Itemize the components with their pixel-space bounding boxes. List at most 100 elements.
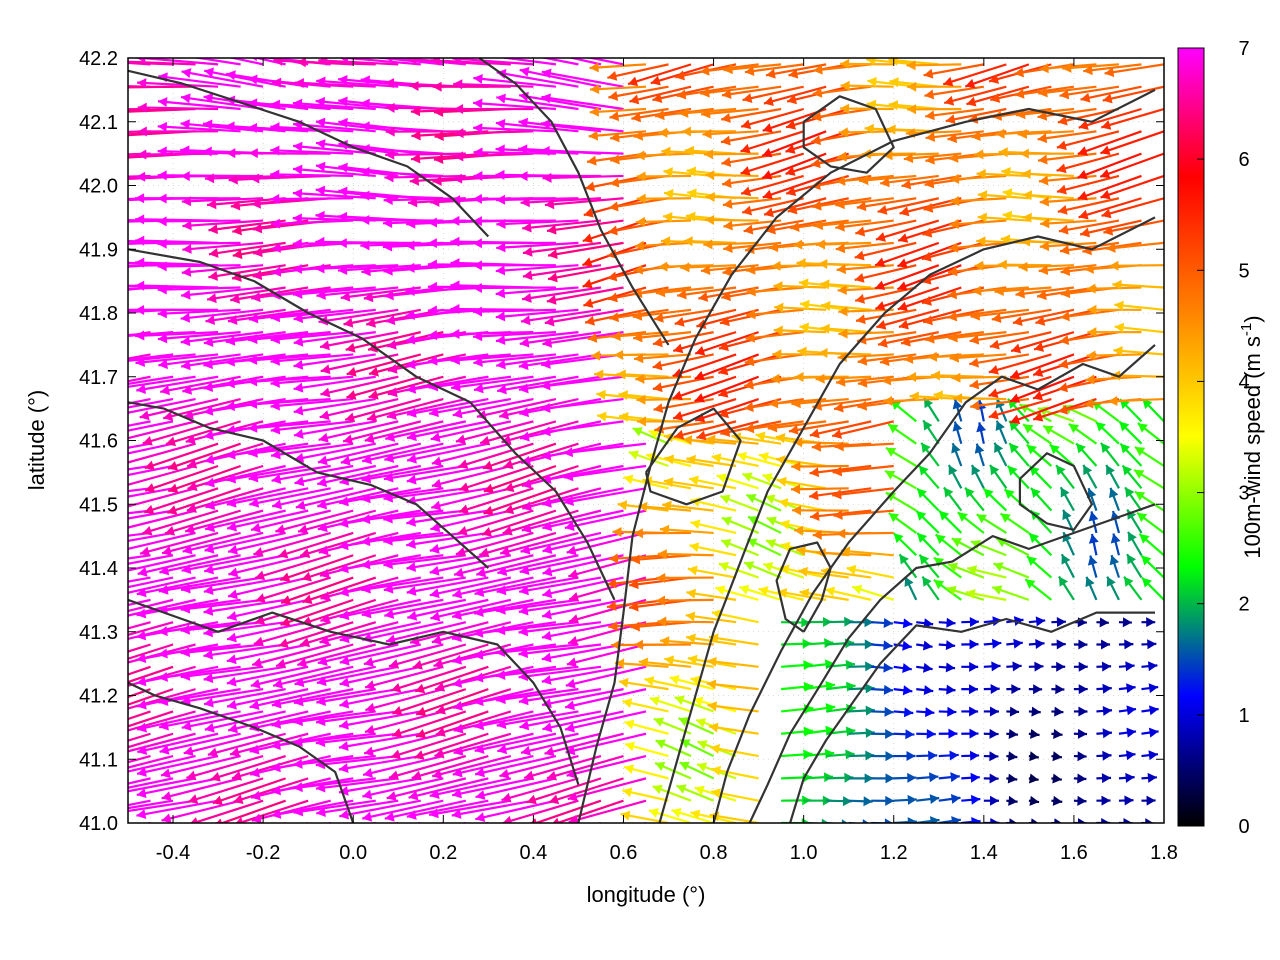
wind-vector <box>1038 174 1097 186</box>
wind-vector <box>871 662 893 673</box>
wind-vector <box>974 149 1029 160</box>
wind-vector <box>518 353 602 371</box>
wind-vector <box>1123 576 1143 601</box>
wind-vector <box>294 665 376 688</box>
wind-vector <box>293 397 376 416</box>
wind-vector <box>1085 374 1142 385</box>
wind-vector <box>1163 777 1164 779</box>
wind-vector <box>676 286 737 300</box>
wind-vector <box>965 589 1007 601</box>
wind-vector <box>657 549 714 560</box>
wind-vector <box>546 755 624 781</box>
wind-vector <box>338 710 421 730</box>
wind-vector <box>315 754 399 770</box>
wind-vector <box>976 422 987 444</box>
wind-vector <box>871 795 895 806</box>
wind-vector <box>1073 706 1088 717</box>
wind-vector <box>520 197 602 208</box>
colorbar-tick-label: 6 <box>1238 149 1249 171</box>
wind-vector <box>474 754 557 778</box>
wind-vector <box>339 576 421 597</box>
wind-vector <box>652 331 714 348</box>
wind-vector <box>158 643 241 659</box>
wind-vector <box>522 264 602 281</box>
wind-vector <box>495 118 579 133</box>
wind-vector <box>434 732 512 759</box>
wind-vector <box>360 167 444 178</box>
wind-vector <box>1118 818 1133 823</box>
wind-vector <box>871 706 894 717</box>
wind-vector <box>1106 241 1164 253</box>
wind-vector <box>781 726 814 737</box>
wind-vector <box>993 562 1030 579</box>
wind-vector <box>128 644 129 646</box>
wind-vector <box>406 442 489 464</box>
wind-vector <box>916 487 940 512</box>
wind-vector <box>1006 661 1022 672</box>
wind-vector <box>495 144 579 155</box>
wind-vector <box>472 331 556 342</box>
wind-vector <box>254 554 332 581</box>
wind-vector <box>319 397 399 421</box>
wind-vector <box>454 128 534 139</box>
wind-vector <box>128 688 151 699</box>
wind-vector <box>166 487 241 515</box>
wind-vector <box>495 286 579 299</box>
wind-vector <box>1051 706 1064 717</box>
wind-vector <box>292 164 376 178</box>
wind-vector <box>906 104 962 115</box>
wind-vector <box>406 420 489 442</box>
wind-vector <box>294 464 376 487</box>
wind-vector <box>701 107 759 119</box>
wind-vector <box>167 442 241 471</box>
wind-vector <box>204 531 286 554</box>
wind-vector <box>361 576 444 594</box>
wind-vector <box>406 509 489 527</box>
wind-vector <box>916 750 938 761</box>
wind-vector <box>128 799 151 807</box>
wind-vector <box>544 308 624 327</box>
wind-vector <box>1141 576 1164 601</box>
wind-vector <box>413 732 489 760</box>
wind-vector <box>496 93 579 111</box>
y-tick-label: 42.2 <box>79 48 118 70</box>
wind-vector <box>128 487 196 508</box>
wind-vector <box>1022 190 1074 201</box>
wind-vector <box>1141 683 1159 694</box>
contour-line-6 <box>128 248 616 601</box>
wind-vector <box>180 643 264 658</box>
wind-vector <box>1037 130 1097 144</box>
contour-line-10 <box>128 681 355 823</box>
wind-vector <box>406 397 489 418</box>
wind-vector <box>854 264 917 283</box>
wind-vector <box>890 399 917 423</box>
wind-vector <box>128 420 174 432</box>
wind-vector <box>871 728 895 739</box>
wind-vector <box>315 96 399 111</box>
wind-vector <box>854 241 917 261</box>
wind-vector <box>293 710 376 727</box>
wind-vector <box>320 576 399 602</box>
wind-vector <box>499 754 579 779</box>
wind-vector <box>988 353 1052 375</box>
wind-vector <box>360 531 444 547</box>
wind-vector <box>128 60 196 66</box>
wind-vector <box>811 107 872 122</box>
wind-vector <box>541 464 624 484</box>
wind-vector <box>135 353 219 368</box>
wind-vector <box>1057 197 1120 215</box>
wind-vector <box>338 509 421 528</box>
wind-vector <box>763 85 827 107</box>
wind-vector <box>503 442 579 470</box>
wind-vector <box>433 643 512 669</box>
y-tick-label: 41.4 <box>79 558 118 580</box>
wind-vector <box>1164 818 1176 828</box>
wind-vector <box>686 454 737 468</box>
wind-vector <box>1055 464 1075 489</box>
wind-vector <box>921 575 940 601</box>
wind-vector <box>916 640 933 651</box>
wind-vector <box>874 241 940 267</box>
wind-vector <box>938 706 957 717</box>
wind-vector <box>1118 617 1132 628</box>
wind-vector <box>206 286 286 304</box>
